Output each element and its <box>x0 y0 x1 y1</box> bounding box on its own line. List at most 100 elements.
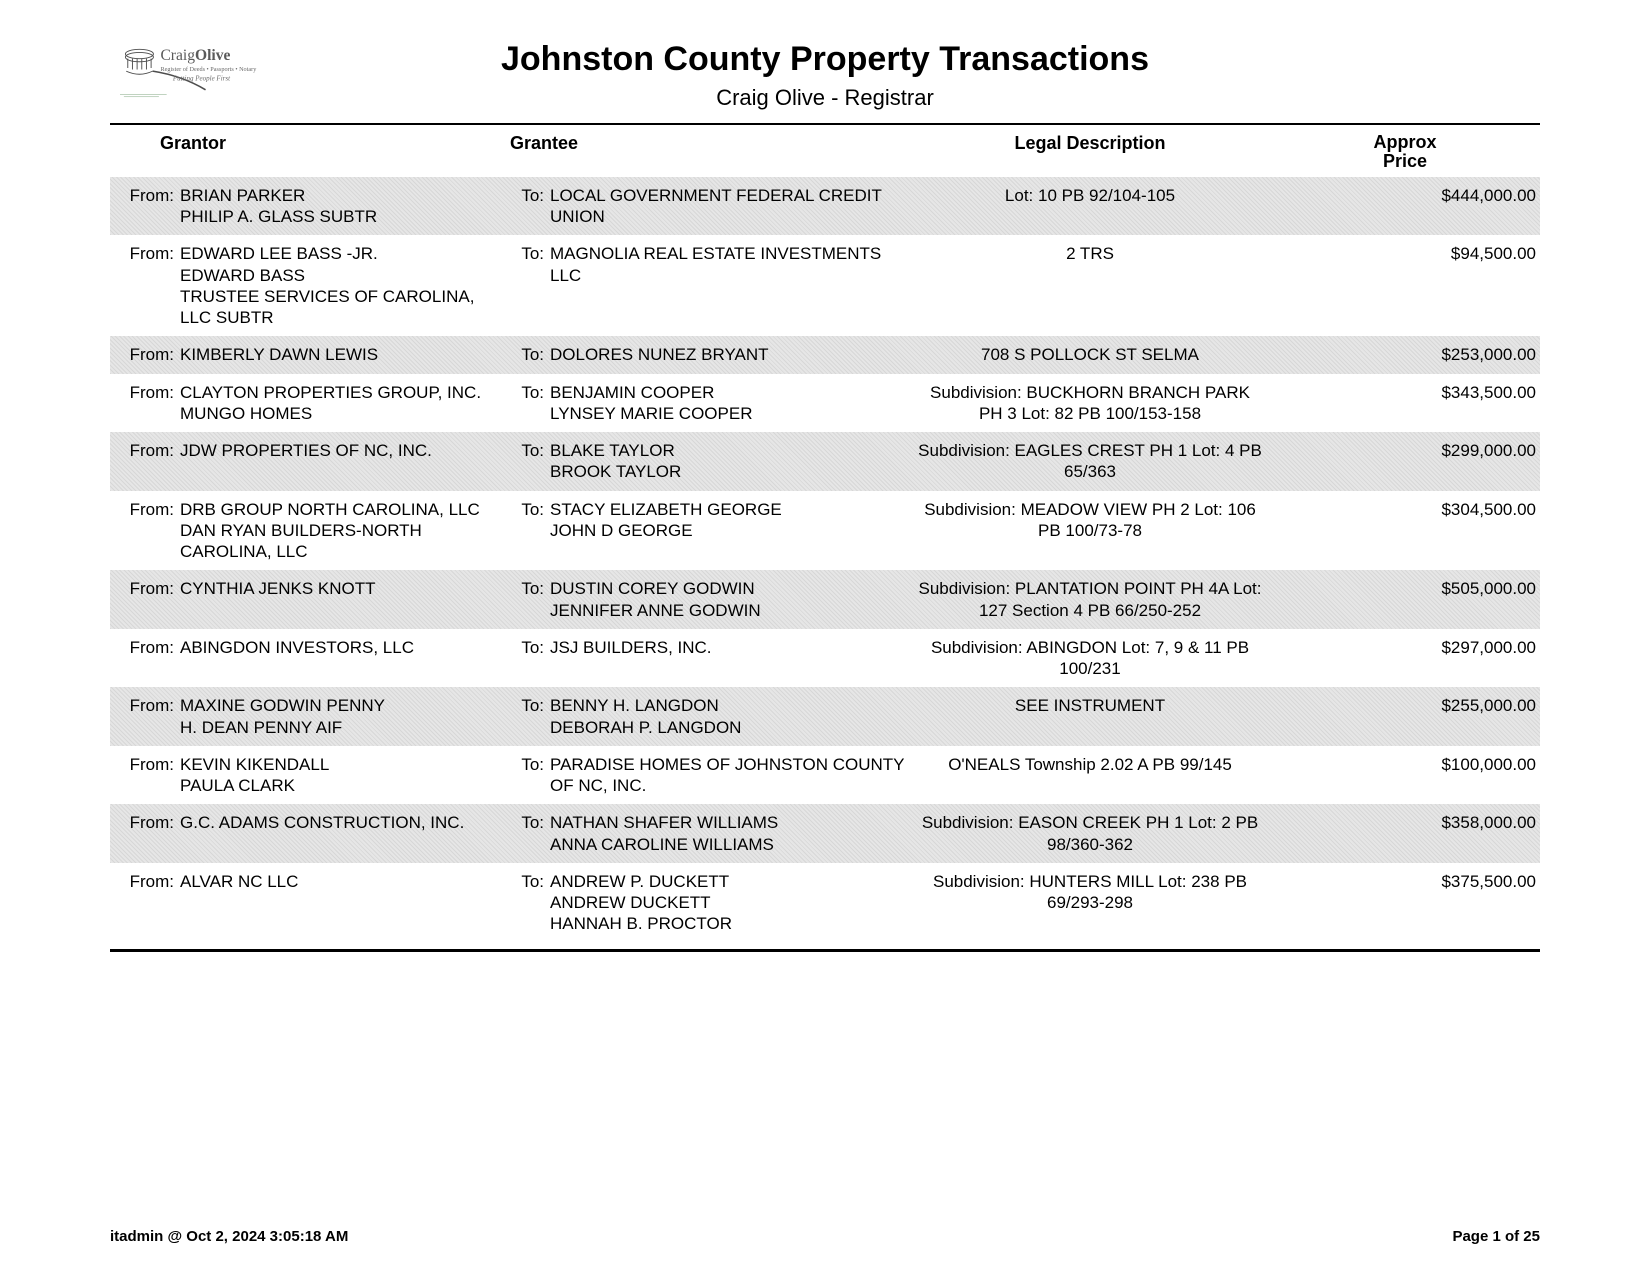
grantor-names: CYNTHIA JENKS KNOTT <box>180 578 510 599</box>
page-title: Johnston County Property Transactions <box>290 40 1360 79</box>
grantor-cell: From:DRB GROUP NORTH CAROLINA, LLC DAN R… <box>110 499 510 563</box>
to-label: To: <box>510 344 550 365</box>
legal-description: Subdivision: EAGLES CREST PH 1 Lot: 4 PB… <box>910 440 1270 483</box>
approx-price: $304,500.00 <box>1270 499 1540 520</box>
to-label: To: <box>510 637 550 658</box>
col-legal-header: Legal Description <box>910 133 1270 171</box>
to-label: To: <box>510 499 550 542</box>
grantee-cell: To:DOLORES NUNEZ BRYANT <box>510 344 910 365</box>
grantor-names: JDW PROPERTIES OF NC, INC. <box>180 440 510 461</box>
legal-description: O'NEALS Township 2.02 A PB 99/145 <box>910 754 1270 775</box>
grantor-cell: From:CLAYTON PROPERTIES GROUP, INC. MUNG… <box>110 382 510 425</box>
legal-description: Subdivision: PLANTATION POINT PH 4A Lot:… <box>910 578 1270 621</box>
to-label: To: <box>510 812 550 855</box>
to-label: To: <box>510 185 550 228</box>
grantee-names: MAGNOLIA REAL ESTATE INVESTMENTS LLC <box>550 243 910 286</box>
approx-price: $505,000.00 <box>1270 578 1540 599</box>
col-grantor-header: Grantor <box>110 133 510 171</box>
legal-description: Lot: 10 PB 92/104-105 <box>910 185 1270 206</box>
grantor-names: KIMBERLY DAWN LEWIS <box>180 344 510 365</box>
to-label: To: <box>510 382 550 425</box>
grantee-names: JSJ BUILDERS, INC. <box>550 637 910 658</box>
from-label: From: <box>110 243 180 328</box>
grantee-cell: To:BENJAMIN COOPER LYNSEY MARIE COOPER <box>510 382 910 425</box>
grantee-cell: To:BENNY H. LANGDON DEBORAH P. LANGDON <box>510 695 910 738</box>
grantee-names: STACY ELIZABETH GEORGE JOHN D GEORGE <box>550 499 910 542</box>
table-row: From:EDWARD LEE BASS -JR. EDWARD BASS TR… <box>110 235 1540 336</box>
approx-price: $297,000.00 <box>1270 637 1540 658</box>
grantor-names: ABINGDON INVESTORS, LLC <box>180 637 510 658</box>
grantee-names: DOLORES NUNEZ BRYANT <box>550 344 910 365</box>
grantor-names: EDWARD LEE BASS -JR. EDWARD BASS TRUSTEE… <box>180 243 510 328</box>
approx-price: $94,500.00 <box>1270 243 1540 264</box>
from-label: From: <box>110 871 180 892</box>
logo: CraigOlive Register of Deeds • Passports… <box>110 40 290 115</box>
grantor-cell: From:JDW PROPERTIES OF NC, INC. <box>110 440 510 461</box>
legal-description: 708 S POLLOCK ST SELMA <box>910 344 1270 365</box>
grantee-cell: To:STACY ELIZABETH GEORGE JOHN D GEORGE <box>510 499 910 542</box>
grantee-cell: To:ANDREW P. DUCKETT ANDREW DUCKETT HANN… <box>510 871 910 935</box>
grantee-names: BENNY H. LANGDON DEBORAH P. LANGDON <box>550 695 910 738</box>
grantee-cell: To:DUSTIN COREY GODWIN JENNIFER ANNE GOD… <box>510 578 910 621</box>
grantee-cell: To:NATHAN SHAFER WILLIAMS ANNA CAROLINE … <box>510 812 910 855</box>
logo-tagline: Putting People First <box>172 74 231 82</box>
grantor-names: G.C. ADAMS CONSTRUCTION, INC. <box>180 812 510 833</box>
legal-description: 2 TRS <box>910 243 1270 264</box>
footer-rule <box>110 949 1540 952</box>
approx-price: $375,500.00 <box>1270 871 1540 892</box>
grantor-cell: From:G.C. ADAMS CONSTRUCTION, INC. <box>110 812 510 833</box>
table-row: From:JDW PROPERTIES OF NC, INC.To:BLAKE … <box>110 432 1540 491</box>
grantor-cell: From:ABINGDON INVESTORS, LLC <box>110 637 510 658</box>
grantee-names: LOCAL GOVERNMENT FEDERAL CREDIT UNION <box>550 185 910 228</box>
approx-price: $299,000.00 <box>1270 440 1540 461</box>
logo-text-2: Olive <box>195 47 231 64</box>
grantee-names: BENJAMIN COOPER LYNSEY MARIE COOPER <box>550 382 910 425</box>
to-label: To: <box>510 871 550 935</box>
logo-icon: CraigOlive Register of Deeds • Passports… <box>110 40 270 110</box>
grantee-names: BLAKE TAYLOR BROOK TAYLOR <box>550 440 910 483</box>
grantor-names: MAXINE GODWIN PENNY H. DEAN PENNY AIF <box>180 695 510 738</box>
legal-description: Subdivision: BUCKHORN BRANCH PARK PH 3 L… <box>910 382 1270 425</box>
page-subtitle: Craig Olive - Registrar <box>290 85 1360 111</box>
from-label: From: <box>110 754 180 797</box>
grantee-cell: To:LOCAL GOVERNMENT FEDERAL CREDIT UNION <box>510 185 910 228</box>
transactions-table: From:BRIAN PARKER PHILIP A. GLASS SUBTRT… <box>110 177 1540 943</box>
table-row: From:ALVAR NC LLCTo:ANDREW P. DUCKETT AN… <box>110 863 1540 943</box>
grantee-cell: To:PARADISE HOMES OF JOHNSTON COUNTY OF … <box>510 754 910 797</box>
grantor-names: DRB GROUP NORTH CAROLINA, LLC DAN RYAN B… <box>180 499 510 563</box>
table-row: From:BRIAN PARKER PHILIP A. GLASS SUBTRT… <box>110 177 1540 236</box>
to-label: To: <box>510 754 550 797</box>
from-label: From: <box>110 382 180 425</box>
approx-price: $100,000.00 <box>1270 754 1540 775</box>
grantee-cell: To:MAGNOLIA REAL ESTATE INVESTMENTS LLC <box>510 243 910 286</box>
svg-text:CraigOlive: CraigOlive <box>160 47 230 64</box>
table-row: From:G.C. ADAMS CONSTRUCTION, INC.To:NAT… <box>110 804 1540 863</box>
col-grantee-header: Grantee <box>510 133 910 171</box>
grantee-names: ANDREW P. DUCKETT ANDREW DUCKETT HANNAH … <box>550 871 910 935</box>
legal-description: Subdivision: EASON CREEK PH 1 Lot: 2 PB … <box>910 812 1270 855</box>
grantor-names: KEVIN KIKENDALL PAULA CLARK <box>180 754 510 797</box>
grantor-names: BRIAN PARKER PHILIP A. GLASS SUBTR <box>180 185 510 228</box>
legal-description: Subdivision: MEADOW VIEW PH 2 Lot: 106 P… <box>910 499 1270 542</box>
table-row: From:MAXINE GODWIN PENNY H. DEAN PENNY A… <box>110 687 1540 746</box>
approx-price: $343,500.00 <box>1270 382 1540 403</box>
approx-price: $358,000.00 <box>1270 812 1540 833</box>
logo-text-1: Craig <box>160 47 195 64</box>
grantor-cell: From:BRIAN PARKER PHILIP A. GLASS SUBTR <box>110 185 510 228</box>
table-row: From:KEVIN KIKENDALL PAULA CLARKTo:PARAD… <box>110 746 1540 805</box>
footer-page-number: Page 1 of 25 <box>1452 1228 1540 1245</box>
grantor-names: CLAYTON PROPERTIES GROUP, INC. MUNGO HOM… <box>180 382 510 425</box>
from-label: From: <box>110 185 180 228</box>
approx-price: $253,000.00 <box>1270 344 1540 365</box>
table-row: From:KIMBERLY DAWN LEWISTo:DOLORES NUNEZ… <box>110 336 1540 373</box>
to-label: To: <box>510 243 550 286</box>
col-price-header: Approx Price <box>1270 133 1540 171</box>
to-label: To: <box>510 578 550 621</box>
svg-text:Register of Deeds • Passports: Register of Deeds • Passports • Notary <box>160 66 257 73</box>
grantee-names: PARADISE HOMES OF JOHNSTON COUNTY OF NC,… <box>550 754 910 797</box>
approx-price: $444,000.00 <box>1270 185 1540 206</box>
grantee-cell: To:JSJ BUILDERS, INC. <box>510 637 910 658</box>
from-label: From: <box>110 637 180 658</box>
table-row: From:ABINGDON INVESTORS, LLCTo:JSJ BUILD… <box>110 629 1540 688</box>
grantor-cell: From:KEVIN KIKENDALL PAULA CLARK <box>110 754 510 797</box>
